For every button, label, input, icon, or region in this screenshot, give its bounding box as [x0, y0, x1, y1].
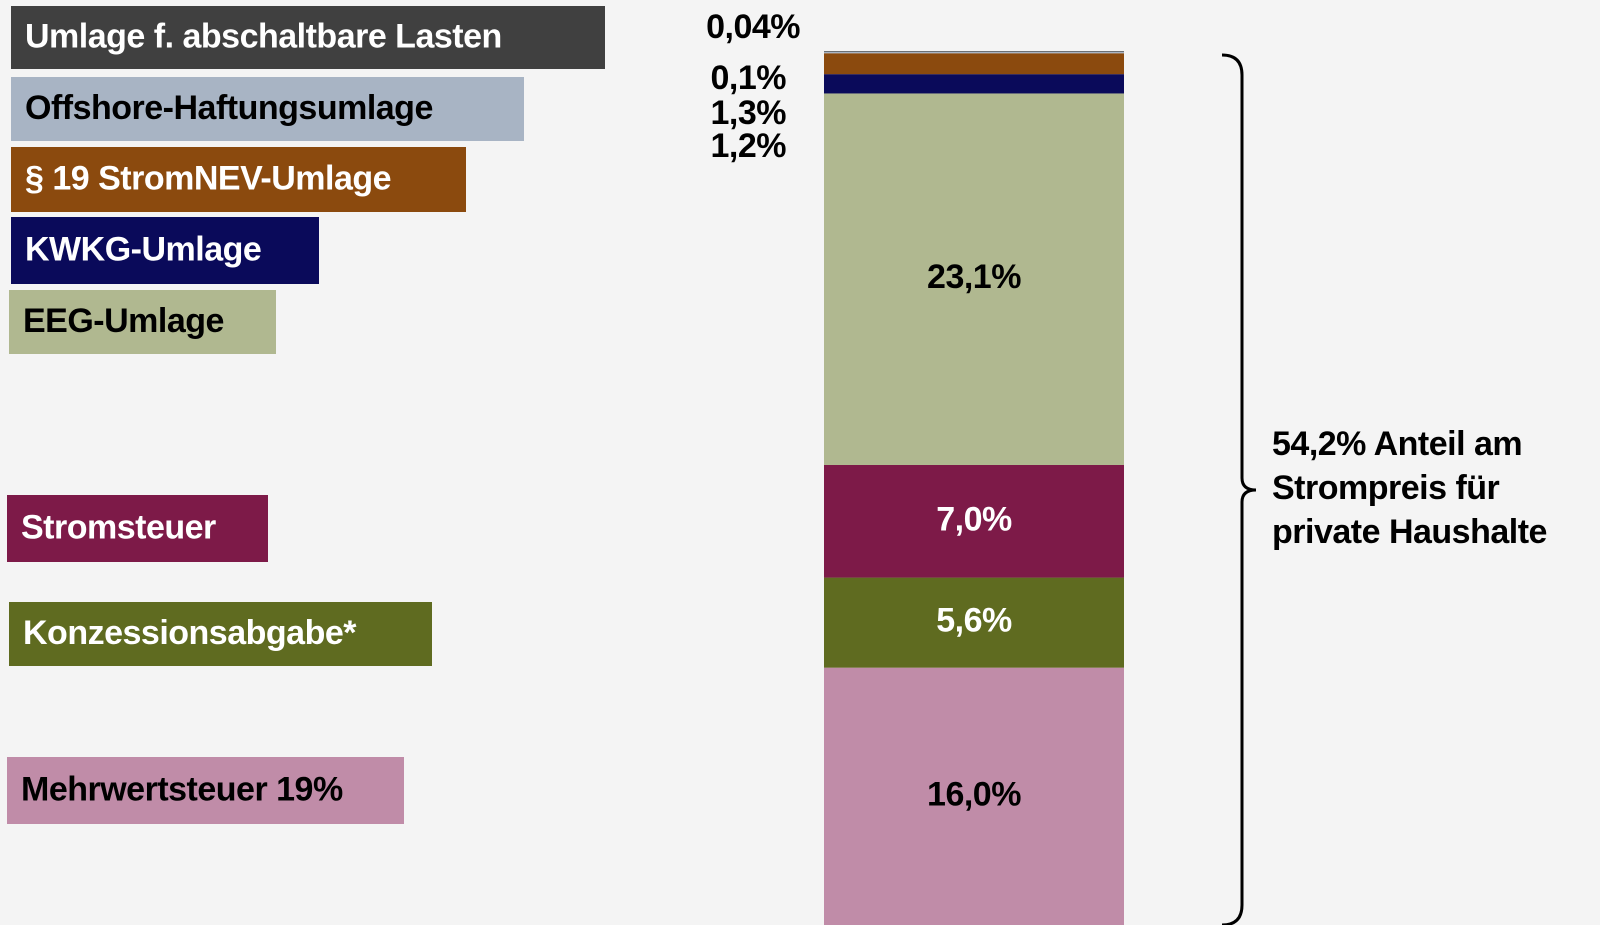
legend-label: EEG-Umlage: [23, 302, 224, 340]
value-label: 16,0%: [927, 775, 1021, 813]
legend-swatch: [9, 290, 276, 354]
legend-swatch: [7, 495, 268, 562]
bar-segment: [824, 51, 1124, 54]
legend-label: Offshore-Haftungsumlage: [25, 89, 433, 127]
legend-label: KWKG-Umlage: [25, 230, 261, 268]
legend-label: Stromsteuer: [21, 508, 216, 546]
legend-label: Konzessionsabgabe*: [23, 614, 357, 652]
bar-segment: [824, 465, 1124, 578]
bar-segment: [824, 51, 1124, 52]
legend-label: Umlage f. abschaltbare Lasten: [25, 17, 502, 55]
legend-label: Mehrwertsteuer 19%: [21, 770, 343, 808]
legend-swatch: [11, 77, 524, 141]
annotation: Strompreis für: [1272, 469, 1500, 507]
bar-segment: [824, 53, 1124, 75]
value-label: 1,3%: [711, 94, 787, 132]
bar-segment: [824, 74, 1124, 94]
annotation: private Haushalte: [1272, 513, 1547, 551]
legend-swatch: [7, 757, 404, 824]
legend-swatch: [11, 6, 605, 69]
legend-label: § 19 StromNEV-Umlage: [25, 159, 391, 197]
bar-segment: [824, 667, 1124, 925]
legend-swatch: [11, 217, 319, 284]
legend-swatch: [9, 602, 432, 666]
value-label: 5,6%: [936, 602, 1012, 640]
value-label: 7,0%: [936, 500, 1012, 538]
value-label: 0,1%: [711, 59, 787, 97]
value-label: 0,04%: [706, 8, 800, 46]
legend-swatch: [11, 147, 466, 212]
annotation: 54,2% Anteil am: [1272, 425, 1522, 463]
bar-segment: [824, 577, 1124, 668]
value-label: 23,1%: [927, 258, 1021, 296]
value-label: 1,2%: [711, 127, 787, 165]
bracket: [1221, 53, 1257, 925]
bar-segment: [824, 93, 1124, 465]
